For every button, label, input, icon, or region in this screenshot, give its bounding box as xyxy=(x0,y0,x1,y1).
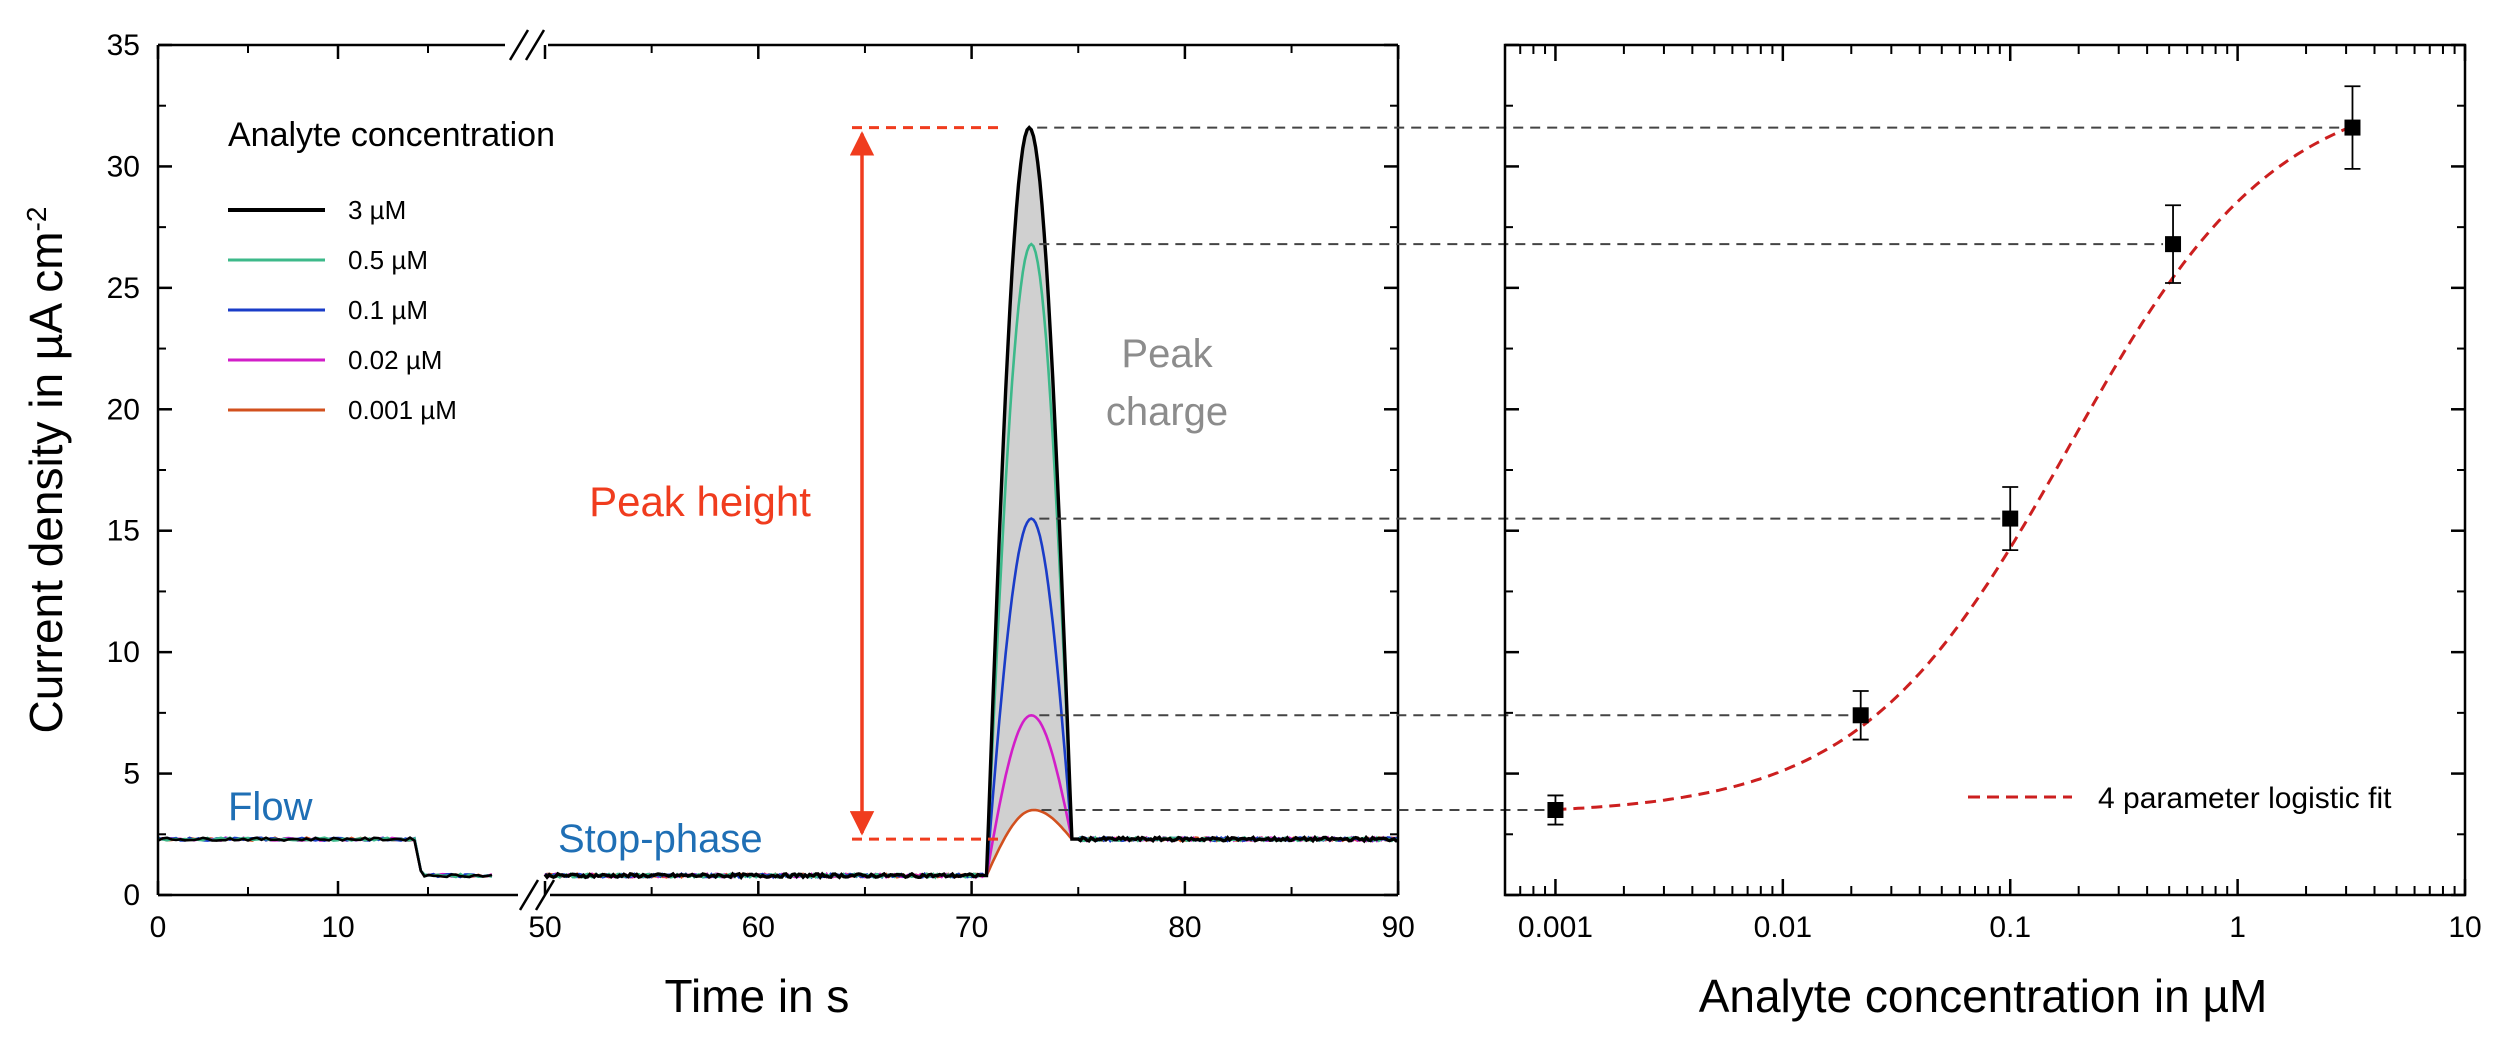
y-tick-label: 5 xyxy=(123,758,140,791)
y-tick-label: 30 xyxy=(107,150,140,183)
legend: 3 µM 0.5 µM 0.1 µM 0.02 µM 0.001 µM xyxy=(228,195,457,425)
time-trace-panel: 0 5 10 15 20 25 30 35 0 10 50 60 70 80 90 Current den… xyxy=(20,29,1415,1022)
data-point xyxy=(1547,802,1564,818)
x-tick-label: 80 xyxy=(1168,911,1201,944)
x-tick-label: 60 xyxy=(742,911,775,944)
y-axis-label-superscript: -2 xyxy=(21,207,52,232)
data-point xyxy=(2344,119,2361,136)
logistic-fit-line xyxy=(1555,125,2352,812)
x-tick-label: 50 xyxy=(528,911,561,944)
right-plot-frame xyxy=(1503,43,2467,897)
axis-break-mark xyxy=(524,29,546,61)
trace-0.5M-stop xyxy=(544,242,1398,880)
y-axis-label-text: Current density in µA cm xyxy=(20,231,72,733)
axis-break-mark xyxy=(508,29,530,61)
y-tick-label: 15 xyxy=(107,515,140,548)
x-tick-label: 10 xyxy=(321,911,354,944)
trace-0.001M-flow xyxy=(158,836,493,878)
data-point xyxy=(1852,707,1869,724)
y-tick-label: 10 xyxy=(107,636,140,669)
peak-charge-fill xyxy=(986,127,1074,876)
data-point xyxy=(2165,236,2182,253)
legend-label: 0.1 µM xyxy=(348,295,428,325)
calibration-panel: 0.001 0.01 0.1 1 10 4 parameter logistic fit… xyxy=(1503,43,2482,1022)
y-tick-label: 35 xyxy=(107,29,140,62)
log-tick-label: 0.01 xyxy=(1754,911,1812,944)
x-tick-label: 90 xyxy=(1382,911,1415,944)
log-tick-label: 0.1 xyxy=(1989,911,2031,944)
stop-phase-label: Stop-phase xyxy=(558,817,763,861)
legend-label: 0.02 µM xyxy=(348,345,442,375)
y-tick-label: 25 xyxy=(107,272,140,305)
left-x-axis-label: Time in s xyxy=(665,970,850,1022)
trace-0.1M-flow xyxy=(158,836,493,879)
x-tick-label: 70 xyxy=(955,911,988,944)
legend-label: 0.5 µM xyxy=(348,245,428,275)
legend-label: 0.001 µM xyxy=(348,395,457,425)
log-tick-label: 10 xyxy=(2448,911,2481,944)
right-plot-border xyxy=(1503,43,2467,897)
left-y-axis-ticks: 0 5 10 15 20 25 30 35 xyxy=(107,29,1398,912)
legend-title: Analyte concentration xyxy=(228,116,555,154)
fit-legend: 4 parameter logistic fit xyxy=(1968,782,2392,815)
trace-0.02M-flow xyxy=(158,836,493,878)
trace-lines xyxy=(158,125,1398,881)
left-x-axis-ticks: 0 10 50 60 70 80 90 xyxy=(150,45,1415,944)
peak-guide-lines xyxy=(1037,126,2343,811)
peak-height-label: Peak height xyxy=(589,478,811,525)
right-x-axis-label: Analyte concentration in µM xyxy=(1699,970,2268,1022)
peak-charge-label-line2: charge xyxy=(1106,390,1228,434)
axis-break-mark xyxy=(518,879,540,911)
flow-label: Flow xyxy=(228,785,313,829)
right-x-axis-ticks: 0.001 0.01 0.1 1 10 xyxy=(1504,45,2482,944)
left-plot-frame xyxy=(156,29,1400,911)
trace-3M-stop xyxy=(543,125,1398,881)
trace-3M-flow xyxy=(158,836,493,879)
log-tick-label: 0.001 xyxy=(1518,911,1593,944)
left-annotations xyxy=(849,126,1000,841)
x-tick-label: 0 xyxy=(150,911,167,944)
data-point xyxy=(2002,510,2019,527)
log-tick-label: 1 xyxy=(2229,911,2246,944)
y-axis-label: Current density in µA cm-2 xyxy=(20,207,72,734)
y-tick-label: 20 xyxy=(107,393,140,426)
fit-legend-label: 4 parameter logistic fit xyxy=(2098,782,2392,815)
y-tick-label: 0 xyxy=(123,879,140,912)
calibration-points xyxy=(1547,85,2361,826)
right-y-axis-ticks xyxy=(1505,43,2465,897)
legend-label: 3 µM xyxy=(348,195,406,225)
fit-curve xyxy=(1555,125,2352,812)
peak-charge-label-line1: Peak xyxy=(1121,332,1213,376)
trace-0.5M-flow xyxy=(158,836,493,879)
peak-charge-area xyxy=(986,127,1074,876)
